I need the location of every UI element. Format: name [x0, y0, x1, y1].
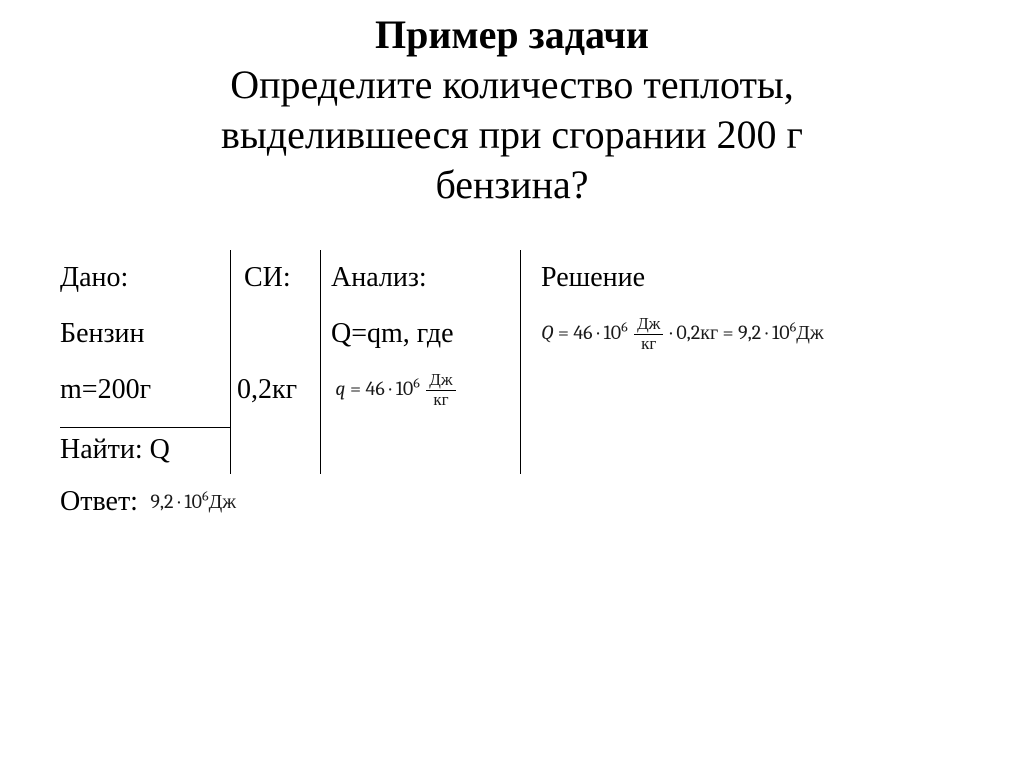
- row-mass: m=200г 0,2кг q = 46 · 106 Дж кг: [60, 362, 1024, 418]
- physics-problem-slide: Пример задачи Определите количество тепл…: [0, 0, 1024, 767]
- si-header: СИ:: [230, 250, 320, 306]
- ans-val: 9,2 · 10: [150, 490, 202, 513]
- q-eq: = 46 · 10: [346, 377, 414, 400]
- given-find: Найти: Q: [60, 427, 230, 466]
- si-mass: 0,2кг: [230, 362, 320, 418]
- sol-unit-frac: Дж кг: [634, 316, 663, 353]
- row-find: Найти: Q: [60, 418, 1024, 474]
- sol-unit-num: Дж: [634, 316, 663, 335]
- si-header-text: СИ:: [244, 262, 291, 294]
- given-mass: m=200г: [60, 374, 230, 406]
- sol-eq1: = 46 · 10: [553, 321, 621, 344]
- analysis-q-value: q = 46 · 106 Дж кг: [320, 362, 520, 418]
- sol-exp1: 6: [621, 318, 628, 335]
- q-exp: 6: [413, 374, 420, 391]
- q-unit-den: кг: [426, 391, 455, 409]
- sol-unit-end: Дж: [796, 321, 823, 344]
- q-unit-frac: Дж кг: [426, 372, 455, 409]
- solution-formula: Q = 46 · 106 Дж кг · 0,2кг = 9,2 · 106Дж: [541, 316, 824, 353]
- solution-header: Решение: [520, 250, 645, 306]
- row-substance: Бензин Q=qm, где Q = 46 · 106 Дж кг · 0,…: [60, 306, 1024, 362]
- title-line-3: выделившееся при сгорании 200 г: [221, 112, 803, 157]
- si-empty-1: [230, 306, 320, 362]
- row-answer: Ответ: 9,2 · 106Дж: [60, 474, 1024, 530]
- given-substance: Бензин: [60, 318, 230, 350]
- title-block: Пример задачи Определите количество тепл…: [40, 10, 984, 210]
- given-header: Дано:: [60, 262, 230, 294]
- header-row: Дано: СИ: Анализ: Решение: [60, 250, 1024, 306]
- Q-var: Q: [541, 321, 553, 344]
- answer-label: Ответ:: [60, 486, 138, 518]
- analysis-header: Анализ:: [320, 250, 520, 306]
- sol-unit-den: кг: [634, 335, 663, 353]
- solution-calc: Q = 46 · 106 Дж кг · 0,2кг = 9,2 · 106Дж: [520, 306, 824, 362]
- sol-mult: · 0,2кг = 9,2 · 10: [665, 321, 789, 344]
- solution-layout: Дано: СИ: Анализ: Решение Бензин Q=qm, г…: [60, 250, 1024, 530]
- ans-exp: 6: [202, 487, 209, 504]
- q-var: q: [335, 377, 345, 400]
- q-formula: q = 46 · 106 Дж кг: [331, 372, 458, 409]
- find-label: Найти: Q: [60, 428, 222, 466]
- q-unit-num: Дж: [426, 372, 455, 391]
- title-line-2: Определите количество теплоты,: [230, 62, 794, 107]
- answer-value: 9,2 · 106Дж: [146, 490, 236, 514]
- si-empty-2: [230, 418, 320, 474]
- solution-empty-1: [520, 362, 541, 418]
- analysis-empty-1: [320, 418, 520, 474]
- title-bold: Пример задачи: [375, 12, 649, 57]
- analysis-formula: Q=qm, где: [320, 306, 520, 362]
- solution-empty-2: [520, 418, 541, 474]
- ans-unit: Дж: [209, 490, 236, 513]
- title-line-4: бензина?: [435, 162, 588, 207]
